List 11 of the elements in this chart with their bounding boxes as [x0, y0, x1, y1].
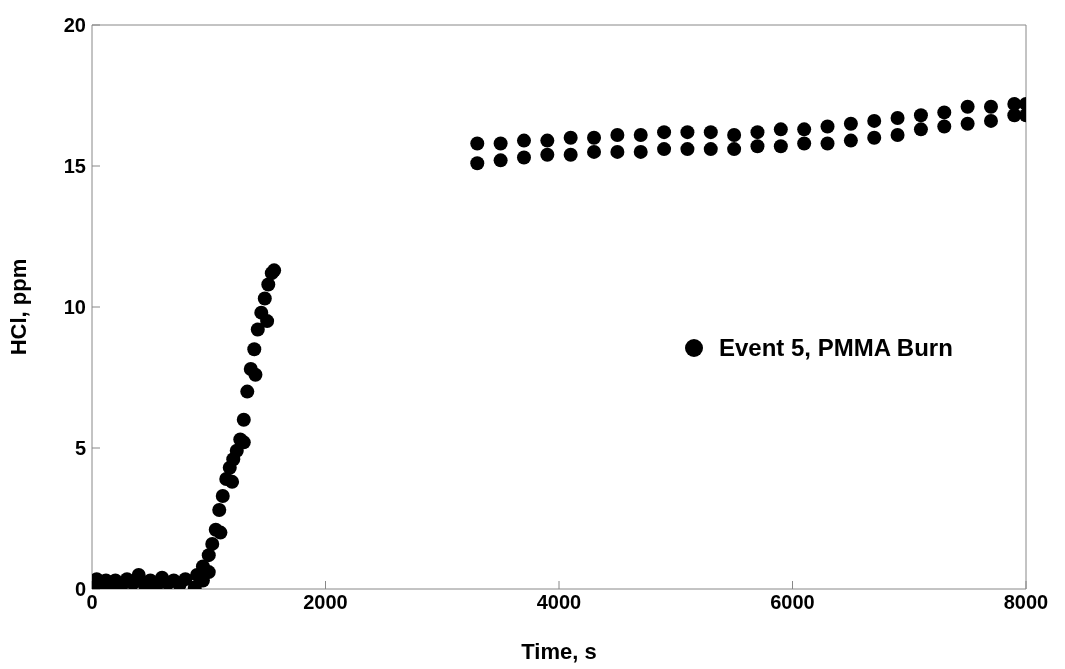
x-axis-title: Time, s	[521, 639, 597, 664]
y-tick-label: 15	[63, 155, 86, 178]
y-tick-label: 5	[74, 437, 86, 460]
y-tick-label: 20	[63, 14, 86, 37]
x-tick-label: 8000	[1003, 591, 1049, 614]
y-axis-title: HCl, ppm	[5, 258, 31, 356]
x-tick-label: 4000	[536, 591, 582, 614]
x-tick-label: 6000	[770, 591, 815, 614]
x-tick-label: 2000	[303, 591, 348, 614]
y-tick-label: 10	[63, 296, 86, 319]
legend-label: Event 5, PMMA Burn	[719, 334, 953, 362]
